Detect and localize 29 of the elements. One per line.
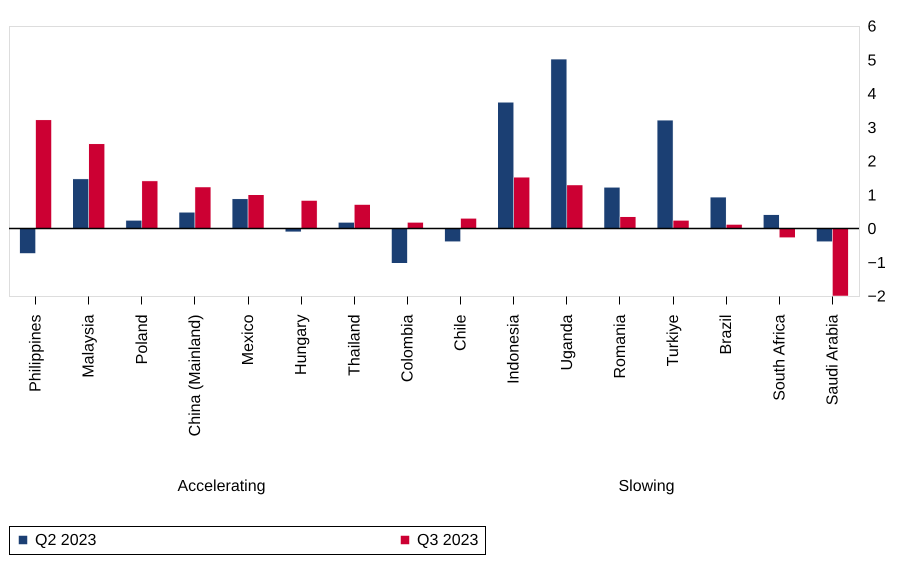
x-tick-label: Indonesia [506,314,523,384]
x-tick-label: Mexico [240,314,258,366]
y-tick-label: −2 [868,288,886,306]
y-tick-label: −1 [868,254,886,272]
y-tick-label: 6 [868,18,876,36]
legend-label: Q3 2023 [417,532,478,549]
text: Slowing [618,478,675,495]
x-tick-label: Thailand [346,314,364,376]
y-tick-label: 3 [868,120,876,137]
y-tick-label: 1 [868,187,876,204]
x-tick-label: Colombia [399,314,416,382]
y-tick-label: 4 [868,86,876,103]
x-tick-label: Poland [134,314,151,364]
x-tick-label: China (Mainland) [186,314,204,436]
x-tick-label: Romania [612,314,629,379]
x-tick-label: Chile [452,314,470,351]
x-tick-label: Hungary [293,314,310,375]
text: Accelerating [177,478,266,495]
x-tick-label: Uganda [558,314,576,371]
y-tick-label: 0 [868,221,876,238]
legend-label: Q2 2023 [35,532,96,549]
x-tick-label: Brazil [718,314,736,355]
x-tick-label: South Africa [771,314,788,401]
x-tick-label: Malaysia [80,314,98,378]
x-tick-label: Saudi Arabia [824,314,842,406]
y-tick-label: 2 [868,154,876,170]
x-tick-label: Turkiye [665,314,682,366]
y-tick-label: 5 [868,52,876,70]
x-tick-label: Philippines [28,314,45,392]
